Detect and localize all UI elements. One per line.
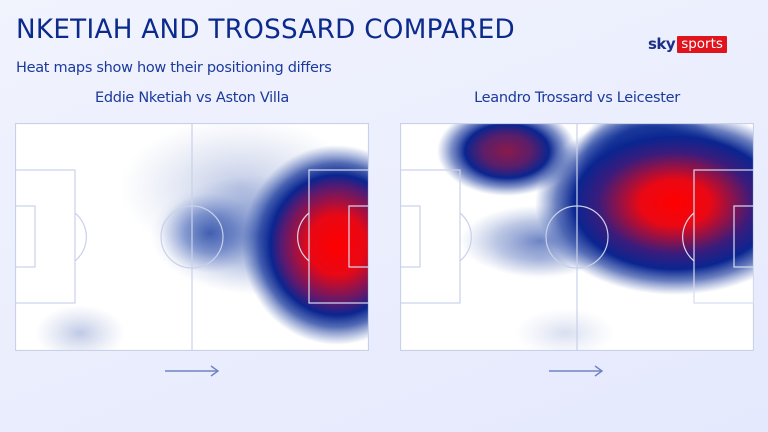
arrow-right-icon	[165, 365, 220, 377]
arrow-right-icon	[549, 365, 604, 377]
pitch-markings	[400, 123, 754, 351]
sky-sports-logo: sky sports	[648, 35, 727, 53]
heatmap-pitch-nketiah	[15, 123, 369, 351]
pitch-markings	[15, 123, 369, 351]
logo-sports: sports	[677, 35, 727, 53]
heatmap-trossard	[400, 123, 754, 351]
page-title: NKETIAH AND TROSSARD COMPARED	[16, 14, 516, 45]
logo-sky: sky	[648, 35, 676, 53]
heatmap-pitch-trossard	[400, 123, 754, 351]
page-subtitle: Heat maps show how their positioning dif…	[16, 60, 332, 76]
map-title-trossard: Leandro Trossard vs Leicester	[474, 90, 680, 106]
map-title-nketiah: Eddie Nketiah vs Aston Villa	[95, 90, 289, 106]
heatmap-nketiah	[15, 123, 369, 351]
